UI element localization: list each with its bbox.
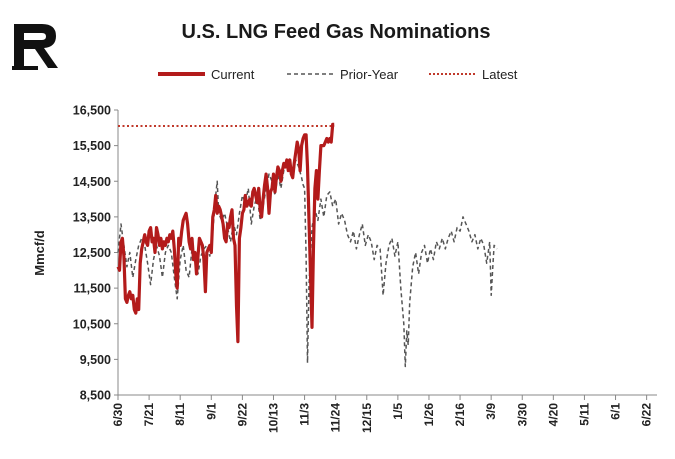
brand-logo xyxy=(12,24,58,70)
y-tick-label: 13,500 xyxy=(73,210,111,224)
x-tick-label: 9/1 xyxy=(204,403,218,420)
axes: 8,500 9,500 10,500 11,500 12,500 13,500 14,500… xyxy=(73,104,657,433)
series-line-prior-year xyxy=(117,159,498,368)
x-tick-label: 3/9 xyxy=(484,403,498,420)
x-tick-label: 9/22 xyxy=(235,403,249,427)
x-tick-label: 12/15 xyxy=(360,403,374,433)
x-tick-label: 6/1 xyxy=(609,403,623,420)
chart-title: U.S. LNG Feed Gas Nominations xyxy=(182,21,491,43)
plot-area xyxy=(116,122,498,368)
x-tick-label: 1/26 xyxy=(422,403,436,427)
y-tick-label: 15,500 xyxy=(73,139,111,153)
y-tick-label: 16,500 xyxy=(73,104,111,118)
legend: Current Prior-Year Latest xyxy=(158,67,518,82)
legend-current-label: Current xyxy=(211,67,255,82)
x-tick-label: 11/3 xyxy=(298,403,312,426)
y-tick-label: 11,500 xyxy=(73,282,111,296)
y-tick-label: 14,500 xyxy=(73,175,111,189)
x-tick-label: 6/30 xyxy=(111,403,125,427)
x-tick-label: 8/11 xyxy=(173,403,187,426)
series-line-current xyxy=(116,122,335,344)
y-tick-label: 9,500 xyxy=(80,353,111,367)
y-tick-label: 10,500 xyxy=(73,317,111,331)
x-tick-label: 11/24 xyxy=(329,403,343,433)
x-tick-label: 7/21 xyxy=(142,403,156,427)
y-tick-label: 8,500 xyxy=(80,389,111,403)
x-tick-label: 2/16 xyxy=(453,403,467,427)
x-tick-label: 3/30 xyxy=(515,403,529,427)
y-axis-label: Mmcf/d xyxy=(32,230,47,276)
legend-latest-label: Latest xyxy=(482,67,518,82)
x-tick-label: 6/22 xyxy=(640,403,654,427)
y-tick-label: 12,500 xyxy=(73,246,111,260)
x-tick-label: 1/5 xyxy=(391,403,405,420)
x-tick-label: 10/13 xyxy=(266,403,280,433)
x-tick-label: 5/11 xyxy=(577,403,591,426)
legend-prior-label: Prior-Year xyxy=(340,67,399,82)
x-tick-label: 4/20 xyxy=(546,403,560,427)
